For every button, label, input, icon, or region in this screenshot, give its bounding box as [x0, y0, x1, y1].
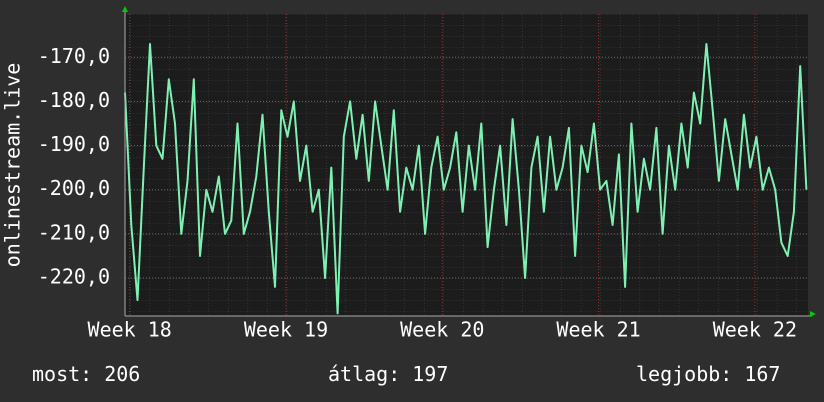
y-tick-label: -200,0 — [38, 176, 110, 200]
y-tick-label: -220,0 — [38, 265, 110, 289]
stat: most: 206 — [32, 362, 140, 386]
stat-value: 197 — [412, 362, 448, 386]
stat-value: 167 — [744, 362, 780, 386]
y-tick-label: -190,0 — [38, 132, 110, 156]
y-arrow — [122, 6, 128, 12]
stat-label: átlag: — [328, 362, 400, 386]
stat: átlag: 197 — [328, 362, 448, 386]
series-line — [124, 43, 808, 315]
x-tick-label: Week 19 — [244, 318, 328, 342]
stat-label: most: — [32, 362, 92, 386]
x-tick-label: Week 18 — [88, 318, 172, 342]
stat: legjobb: 167 — [636, 362, 780, 386]
stat-value: 206 — [104, 362, 140, 386]
x-arrow — [810, 311, 816, 317]
x-tick-label: Week 22 — [713, 318, 797, 342]
x-tick-label: Week 21 — [556, 318, 640, 342]
y-tick-label: -210,0 — [38, 220, 110, 244]
y-axis-label: onlinestream.live — [1, 63, 25, 268]
y-tick-label: -180,0 — [38, 88, 110, 112]
x-tick-label: Week 20 — [400, 318, 484, 342]
stat-label: legjobb: — [636, 362, 732, 386]
y-tick-label: -170,0 — [38, 44, 110, 68]
